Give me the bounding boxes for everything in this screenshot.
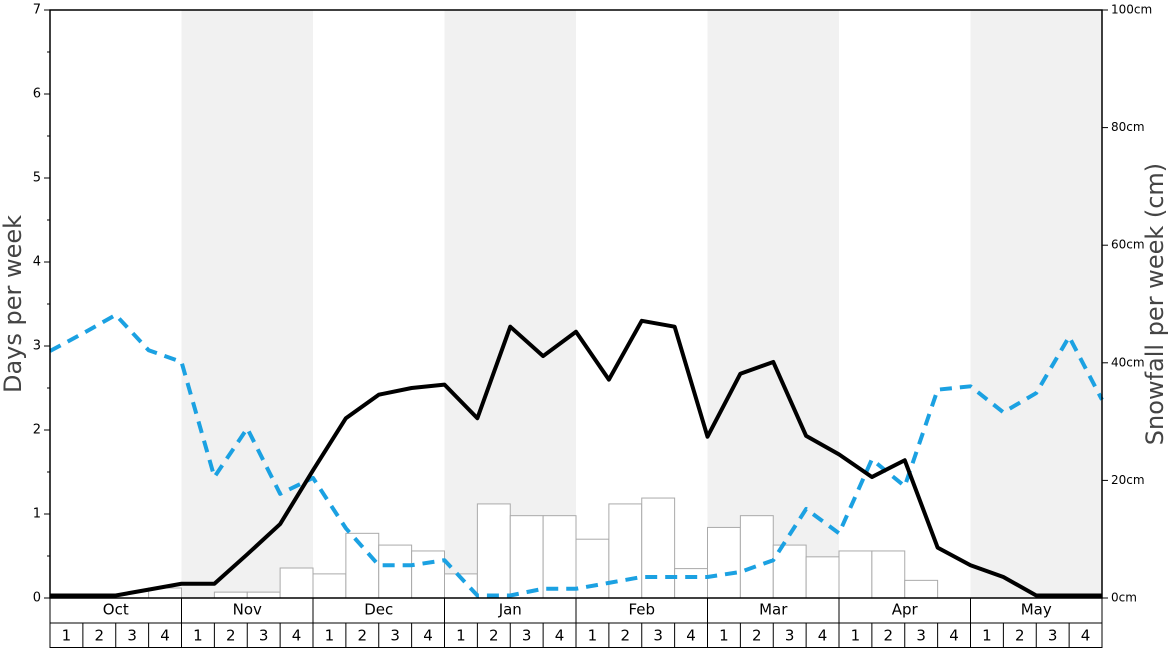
week-label: 2 [489,627,499,645]
bar [246,591,281,599]
y-tick-label: 5 [33,171,41,186]
week-label: 1 [719,627,729,645]
bar [378,544,413,599]
week-label: 1 [982,627,992,645]
y2-tick-label: 0cm [1111,591,1137,605]
y2-tick-label: 40cm [1111,355,1145,369]
week-label: 4 [818,627,828,645]
bar [509,515,544,599]
month-band [970,10,1102,598]
week-label: 3 [259,627,269,645]
bar [674,568,708,599]
month-band [707,10,839,598]
y-tick-label: 1 [33,507,41,522]
week-label: 4 [160,627,170,645]
week-label: 4 [1081,627,1091,645]
bar [279,567,314,599]
week-label: 3 [390,627,400,645]
line [49,312,1104,598]
week-label: 2 [884,627,894,645]
week-label: 1 [193,627,203,645]
week-label: 3 [522,627,532,645]
y2-tick-label: 60cm [1111,238,1145,252]
bar [411,550,445,599]
week-label: 4 [423,627,433,645]
week-label: 2 [358,627,368,645]
bar [542,515,577,599]
y-tick-label: 6 [33,87,41,102]
bar [772,544,807,599]
month-label: Nov [233,601,262,619]
y2-tick-label: 20cm [1111,473,1145,487]
month-label: Dec [364,601,393,619]
month-label: Jan [498,601,522,619]
bar [213,591,248,599]
week-label: 2 [1015,627,1025,645]
week-label: 3 [785,627,795,645]
bar [312,573,347,599]
week-label: 4 [949,627,959,645]
week-label: 2 [752,627,762,645]
marks [49,312,1104,599]
y-tick-label: 7 [33,3,41,18]
week-label: 2 [95,627,105,645]
y-tick-label: 4 [33,255,41,270]
month-label: Apr [892,601,919,619]
week-label: 4 [686,627,696,645]
bar [739,515,774,599]
week-label: 1 [456,627,466,645]
y-tick-label: 0 [33,591,41,606]
week-label: 3 [1048,627,1058,645]
month-band [181,10,313,598]
month-label: Mar [759,601,788,619]
month-label: Feb [628,601,655,619]
week-label: 2 [226,627,236,645]
bar [871,550,906,599]
week-label: 1 [588,627,598,645]
y-tick-label: 3 [33,339,41,354]
week-label: 2 [621,627,631,645]
week-label: 1 [62,627,72,645]
week-label: 1 [325,627,335,645]
bar [805,556,840,599]
y-axis-title: Days per week [0,215,27,393]
month-band [444,10,576,598]
bar [575,538,610,599]
week-label: 4 [555,627,565,645]
line [50,318,1102,598]
month-label: May [1021,601,1052,619]
week-label: 1 [851,627,861,645]
month-label: Oct [103,601,129,619]
bar [641,497,676,599]
week-label: 4 [292,627,302,645]
week-label: 3 [916,627,926,645]
bar [838,550,873,599]
bar [476,503,511,599]
y2-axis-title: Snowfall per week (cm) [1141,163,1168,445]
week-label: 3 [127,627,137,645]
y2-tick-label: 80cm [1111,120,1145,134]
bar [904,579,939,599]
bar [345,532,380,599]
background [181,10,1102,598]
week-label: 3 [653,627,663,645]
y-tick-label: 2 [33,423,41,438]
bar [707,526,741,599]
y2-tick-label: 100cm [1111,3,1152,17]
